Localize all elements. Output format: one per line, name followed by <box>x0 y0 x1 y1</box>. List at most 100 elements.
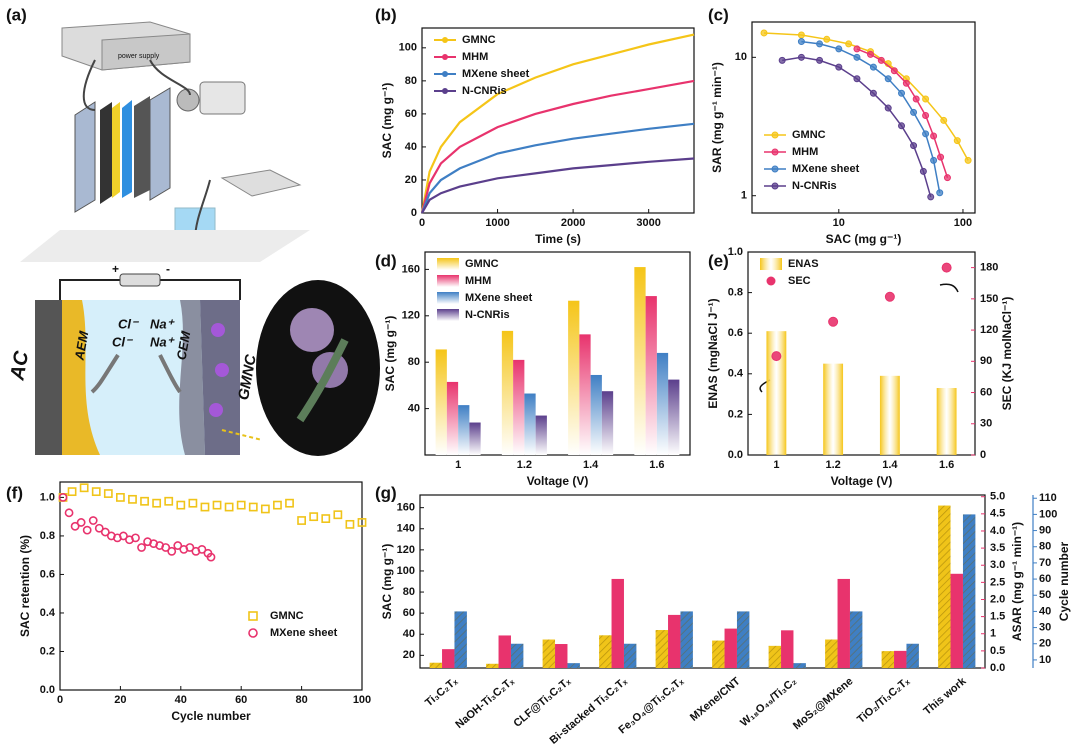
marker <box>884 75 892 83</box>
marker <box>884 291 895 302</box>
marker <box>877 56 885 64</box>
legend-label: SEC <box>788 275 811 287</box>
axis-arrow <box>759 283 959 393</box>
marker <box>76 518 86 527</box>
marker <box>869 89 877 97</box>
marker <box>164 496 174 506</box>
bar <box>446 381 459 455</box>
x-tick-label: CLF@Ti₃C₂Tₓ <box>511 675 573 730</box>
y-tick-label: 100 <box>399 42 417 54</box>
marker <box>898 122 906 130</box>
y3-tick-label: 110 <box>1039 492 1057 504</box>
x-tick-label: TiO₂/Ti₃C₂Tₓ <box>855 675 913 726</box>
line <box>420 122 695 214</box>
y-tick-label: 0.2 <box>728 408 743 420</box>
legend-label: N-CNRis <box>465 309 510 321</box>
y2-tick-label: 0.0 <box>990 662 1005 674</box>
plot-frame <box>751 21 976 214</box>
marker <box>82 525 92 535</box>
e-annotations <box>759 283 959 393</box>
y-tick-label: 10 <box>735 51 747 63</box>
y-tick-label: 0 <box>411 207 417 219</box>
bar <box>486 663 499 668</box>
y2-tick-label: 5.0 <box>990 491 1005 503</box>
marker <box>185 543 195 552</box>
y3-tick-label: 60 <box>1039 573 1051 585</box>
legend-label: N-CNRis <box>792 180 837 192</box>
cell-electrode <box>134 96 150 198</box>
marker <box>797 31 805 39</box>
x-tick-label: 1.4 <box>882 459 898 471</box>
y-tick-label: 0.4 <box>728 368 744 380</box>
ac-electrode <box>35 300 62 455</box>
y3-tick-label: 90 <box>1039 524 1051 536</box>
y3-tick-label: 100 <box>1039 508 1057 520</box>
marker <box>953 137 961 145</box>
marker <box>937 153 945 161</box>
legend-swatch <box>771 165 779 173</box>
panel-label: (g) <box>375 483 397 502</box>
y2-tick-label: 60 <box>980 386 992 398</box>
legend-label: MXene sheet <box>792 163 860 175</box>
marker <box>309 512 319 522</box>
bar <box>579 334 591 455</box>
x-tick-label: 1.2 <box>517 459 532 471</box>
x-tick-label: 0 <box>419 217 425 229</box>
y2-tick-label: 90 <box>980 355 992 367</box>
marker <box>70 521 80 531</box>
bar <box>442 649 455 668</box>
x-tick-label: 1 <box>773 459 779 471</box>
power-supply-front <box>101 33 191 71</box>
legend-label: GMNC <box>465 258 499 270</box>
sem-cluster <box>290 308 334 352</box>
x-tick-label: 3000 <box>636 217 660 229</box>
marker <box>930 132 938 140</box>
marker <box>345 519 355 529</box>
bar <box>454 611 467 668</box>
marker <box>224 502 234 512</box>
marker <box>910 108 918 116</box>
bar <box>823 363 844 455</box>
bar <box>501 330 514 455</box>
bar <box>768 645 782 668</box>
legend-label: MHM <box>465 275 491 287</box>
y2-axis-label: ASAR (mg g⁻¹ min⁻¹) <box>1010 522 1024 641</box>
marker <box>116 493 125 502</box>
y3-tick-label: 50 <box>1039 589 1051 601</box>
bar <box>781 630 794 668</box>
y-tick-label: 0.4 <box>40 607 56 619</box>
legend-label: GMNC <box>270 610 304 622</box>
ion-label: Na⁺ <box>150 334 176 349</box>
marker <box>902 79 910 87</box>
x-tick-label: 0 <box>57 694 63 706</box>
projection <box>20 230 310 262</box>
wire <box>59 279 241 300</box>
bar <box>634 267 646 455</box>
y3-tick-label: 80 <box>1039 541 1051 553</box>
y-tick-label: 0.6 <box>40 568 55 580</box>
marker <box>853 75 861 83</box>
marker <box>828 316 839 327</box>
y2-tick-label: 0 <box>980 449 986 461</box>
bar <box>962 514 976 668</box>
plot-frame <box>419 494 986 669</box>
bar <box>599 635 612 668</box>
panel-label: (f) <box>6 483 23 502</box>
y2-axis-label: SEC (KJ molNaCl⁻¹) <box>1000 297 1014 411</box>
cell-membrane <box>112 102 120 198</box>
bar <box>936 388 957 455</box>
y-tick-label: 40 <box>405 141 417 153</box>
legend-swatch <box>442 37 448 43</box>
cell-plate <box>149 87 171 201</box>
bar <box>736 611 750 668</box>
ion-label: Cl⁻ <box>112 334 134 349</box>
plot-frame <box>421 27 695 214</box>
marker <box>248 502 258 512</box>
marker <box>816 40 824 48</box>
x-tick-label: 100 <box>954 217 972 229</box>
marker <box>200 502 210 512</box>
bar <box>542 639 556 668</box>
y-tick-label: 1.0 <box>40 491 55 503</box>
line <box>421 157 695 214</box>
